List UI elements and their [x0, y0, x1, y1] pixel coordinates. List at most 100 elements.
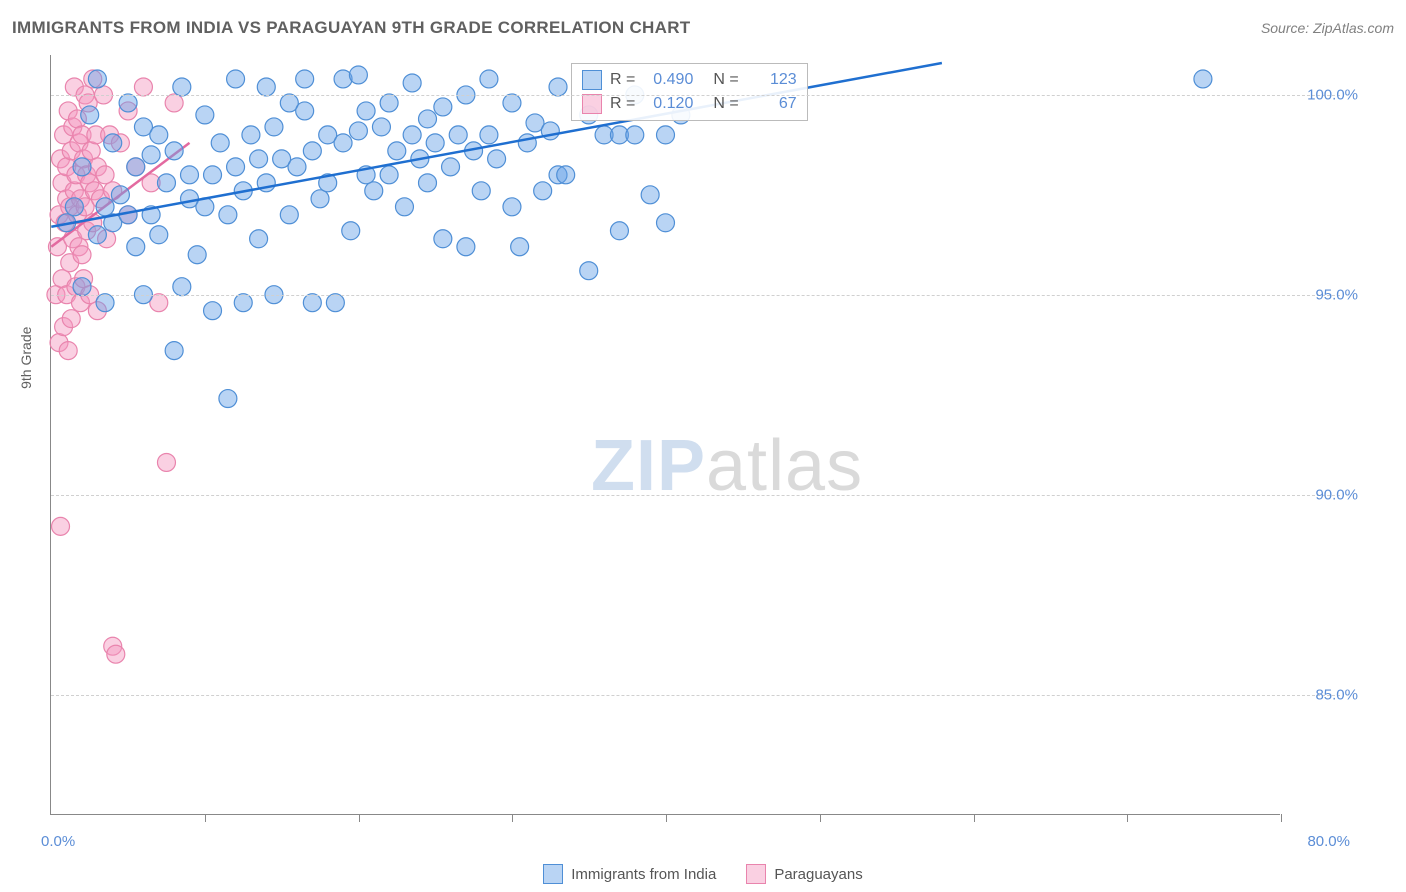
data-point — [503, 94, 521, 112]
data-point — [196, 106, 214, 124]
data-point — [250, 150, 268, 168]
data-point — [419, 110, 437, 128]
data-point — [165, 342, 183, 360]
x-tick — [820, 814, 821, 822]
data-point — [557, 166, 575, 184]
data-point — [326, 294, 344, 312]
data-point — [88, 70, 106, 88]
gridline-h — [51, 695, 1340, 696]
x-axis-end-label: 80.0% — [1307, 833, 1350, 850]
legend-bottom: Immigrants from India Paraguayans — [0, 864, 1406, 884]
data-point — [488, 150, 506, 168]
legend-swatch — [582, 70, 602, 90]
y-tick-label: 100.0% — [1307, 87, 1358, 104]
legend-item: Paraguayans — [746, 864, 862, 884]
data-point — [296, 102, 314, 120]
data-point — [142, 146, 160, 164]
data-point — [82, 142, 100, 160]
data-point — [88, 226, 106, 244]
x-tick — [205, 814, 206, 822]
data-point — [107, 645, 125, 663]
data-point — [165, 94, 183, 112]
source-label: Source: ZipAtlas.com — [1261, 20, 1394, 36]
data-point — [288, 158, 306, 176]
legend-label: Immigrants from India — [571, 866, 716, 883]
data-point — [518, 134, 536, 152]
data-point — [641, 186, 659, 204]
data-point — [73, 158, 91, 176]
data-point — [480, 70, 498, 88]
data-point — [342, 222, 360, 240]
data-point — [96, 166, 114, 184]
data-point — [349, 122, 367, 140]
data-point — [134, 78, 152, 96]
gridline-h — [51, 295, 1340, 296]
stat-n-label: N = — [713, 71, 738, 89]
data-point — [434, 98, 452, 116]
data-point — [96, 294, 114, 312]
data-point — [65, 198, 83, 216]
legend-swatch — [746, 864, 766, 884]
gridline-h — [51, 95, 1340, 96]
data-point — [403, 74, 421, 92]
data-point — [173, 78, 191, 96]
data-point — [303, 142, 321, 160]
data-point — [150, 126, 168, 144]
data-point — [119, 94, 137, 112]
data-point — [657, 214, 675, 232]
y-tick-label: 95.0% — [1315, 287, 1358, 304]
data-point — [380, 94, 398, 112]
y-tick-label: 85.0% — [1315, 687, 1358, 704]
data-point — [173, 278, 191, 296]
y-axis-label: 9th Grade — [18, 327, 34, 389]
data-point — [388, 142, 406, 160]
data-point — [127, 238, 145, 256]
data-point — [73, 246, 91, 264]
data-point — [580, 262, 598, 280]
data-point — [257, 78, 275, 96]
stat-r-label: R = — [610, 95, 635, 113]
data-point — [457, 238, 475, 256]
data-point — [234, 294, 252, 312]
data-point — [181, 166, 199, 184]
stat-r-value: 0.490 — [643, 71, 693, 89]
data-point — [1194, 70, 1212, 88]
data-point — [296, 70, 314, 88]
data-point — [334, 134, 352, 152]
data-point — [96, 198, 114, 216]
data-point — [52, 517, 70, 535]
data-point — [403, 126, 421, 144]
data-point — [449, 126, 467, 144]
data-point — [227, 70, 245, 88]
data-point — [165, 142, 183, 160]
data-point — [365, 182, 383, 200]
data-point — [626, 126, 644, 144]
data-point — [303, 294, 321, 312]
data-point — [242, 126, 260, 144]
data-point — [311, 190, 329, 208]
data-point — [211, 134, 229, 152]
data-point — [380, 166, 398, 184]
data-point — [657, 126, 675, 144]
legend-swatch — [582, 94, 602, 114]
data-point — [227, 158, 245, 176]
x-tick — [512, 814, 513, 822]
data-point — [349, 66, 367, 84]
data-point — [250, 230, 268, 248]
data-point — [357, 102, 375, 120]
data-point — [127, 158, 145, 176]
legend-stats-row: R =0.490N =123 — [582, 68, 797, 92]
data-point — [73, 278, 91, 296]
data-point — [157, 174, 175, 192]
data-point — [219, 206, 237, 224]
data-point — [534, 182, 552, 200]
data-point — [280, 206, 298, 224]
legend-swatch — [543, 864, 563, 884]
data-point — [204, 302, 222, 320]
data-point — [204, 166, 222, 184]
data-point — [480, 126, 498, 144]
plot-area: ZIPatlas R =0.490N =123R =0.120N =67 0.0… — [50, 55, 1280, 815]
data-point — [157, 453, 175, 471]
y-tick-label: 90.0% — [1315, 487, 1358, 504]
stat-r-label: R = — [610, 71, 635, 89]
